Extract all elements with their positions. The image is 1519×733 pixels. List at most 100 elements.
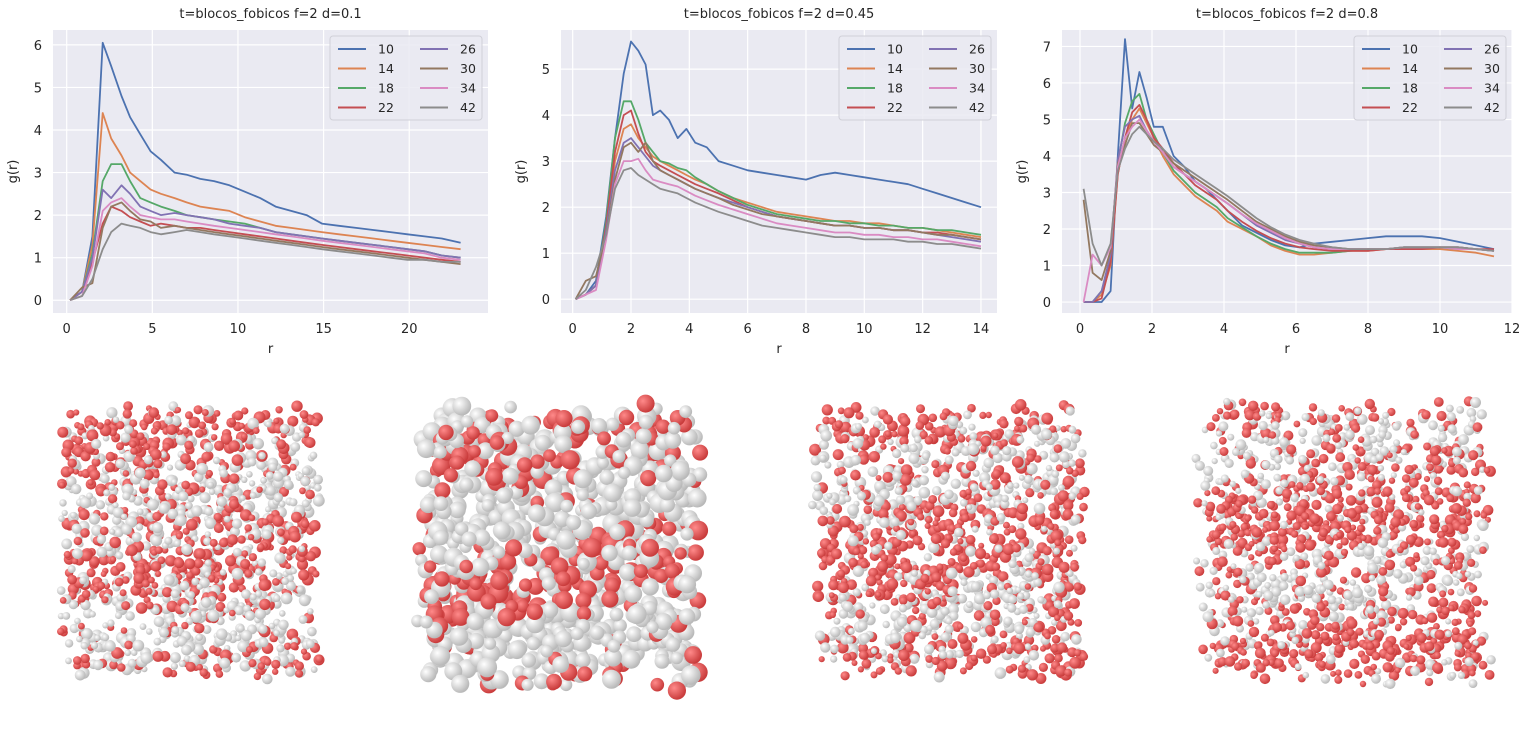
- atom-white: [960, 499, 968, 507]
- atom-white: [556, 530, 576, 550]
- atom-red: [1292, 522, 1301, 531]
- atom-white: [664, 431, 682, 449]
- atom-red: [1214, 593, 1222, 600]
- atom-white: [521, 678, 534, 691]
- atom-white: [262, 673, 273, 685]
- atom-white: [171, 626, 180, 635]
- atom-white: [681, 665, 701, 685]
- atom-white: [1274, 454, 1283, 464]
- atom-red: [1264, 606, 1273, 615]
- atom-red: [1335, 452, 1346, 463]
- atom-red: [890, 598, 899, 606]
- atom-white: [289, 498, 298, 507]
- atom-white: [508, 420, 525, 437]
- atom-white: [1334, 441, 1343, 450]
- atom-white: [495, 487, 513, 504]
- atom-red: [201, 409, 209, 416]
- atom-red: [1367, 475, 1375, 483]
- atom-red: [109, 536, 121, 549]
- atom-red: [1483, 466, 1491, 474]
- gr-plot-d-0.1: 0 5 10 15 20 0 1 2 3 4 5 6 t=blocos_fobicos f=2 d=0.…: [0, 0, 495, 362]
- atom-white: [1446, 404, 1454, 413]
- series-line-34: [575, 157, 982, 301]
- atom-red: [237, 535, 246, 544]
- atom-white: [62, 612, 71, 620]
- atom-red: [450, 455, 465, 470]
- atom-red: [1310, 615, 1320, 626]
- atom-red: [1070, 562, 1079, 572]
- atom-red: [1193, 498, 1203, 508]
- atom-white: [79, 576, 88, 585]
- atom-white: [175, 514, 187, 527]
- atom-red: [1066, 549, 1073, 557]
- atom-red: [1458, 467, 1469, 478]
- atom-white: [130, 649, 138, 656]
- atom-white: [960, 578, 968, 587]
- atom-white: [1286, 547, 1296, 557]
- molecular-render-d-0.8: [790, 382, 1110, 706]
- atom-red: [1040, 479, 1051, 490]
- atom-red: [80, 451, 91, 462]
- atom-white: [940, 606, 950, 616]
- atom-white: [65, 657, 72, 665]
- atom-red: [957, 434, 966, 443]
- series-line-42: [69, 222, 461, 302]
- atom-red: [837, 569, 846, 578]
- atom-white: [933, 671, 945, 683]
- atom-white: [1464, 571, 1472, 578]
- atom-white: [664, 454, 677, 467]
- atom-red: [876, 579, 883, 586]
- atom-red: [1459, 518, 1467, 525]
- atom-red: [211, 434, 218, 441]
- atom-red: [241, 407, 249, 415]
- atom-red: [912, 535, 923, 546]
- atom-white: [504, 400, 517, 414]
- atom-white: [1017, 522, 1025, 530]
- atom-red: [633, 564, 648, 579]
- atom-red: [58, 481, 66, 489]
- atom-red: [872, 533, 880, 541]
- atom-white: [970, 621, 982, 633]
- atom-white: [1378, 418, 1384, 425]
- atom-white: [91, 524, 103, 537]
- atom-red: [882, 471, 894, 483]
- atom-white: [1298, 454, 1307, 464]
- atom-white: [861, 583, 870, 592]
- atom-red: [976, 559, 985, 568]
- atom-white: [679, 405, 693, 418]
- atom-white: [1279, 520, 1288, 529]
- atom-white: [1053, 600, 1062, 609]
- atom-red: [1350, 567, 1362, 578]
- atom-red: [1285, 621, 1295, 631]
- atom-red: [259, 598, 271, 611]
- y-tick-label: 4: [1043, 150, 1051, 165]
- atom-white: [1457, 671, 1466, 679]
- atom-red: [840, 434, 850, 444]
- y-tick-label: 2: [1043, 223, 1051, 238]
- atom-white: [1474, 570, 1482, 579]
- atom-red: [1480, 511, 1488, 519]
- atom-red: [1373, 515, 1383, 525]
- atom-white: [1389, 493, 1396, 501]
- atom-red: [1064, 668, 1073, 677]
- atom-red: [965, 661, 974, 671]
- atom-red: [930, 533, 942, 545]
- atom-white: [615, 431, 632, 448]
- atom-red: [107, 494, 118, 504]
- atom-red: [214, 440, 225, 451]
- atom-white: [159, 627, 169, 638]
- legend-label-14: 14: [1402, 61, 1418, 76]
- atom-red: [285, 563, 292, 570]
- atom-white: [241, 476, 248, 483]
- atom-red: [1035, 673, 1047, 684]
- atom-red: [1316, 602, 1326, 612]
- atom-white: [265, 421, 272, 428]
- atom-white: [507, 640, 527, 660]
- atom-white: [477, 657, 498, 678]
- atom-white: [646, 621, 659, 634]
- atom-red: [999, 630, 1008, 639]
- atom-red: [577, 666, 593, 682]
- atom-red: [924, 588, 931, 595]
- atom-red: [887, 657, 894, 664]
